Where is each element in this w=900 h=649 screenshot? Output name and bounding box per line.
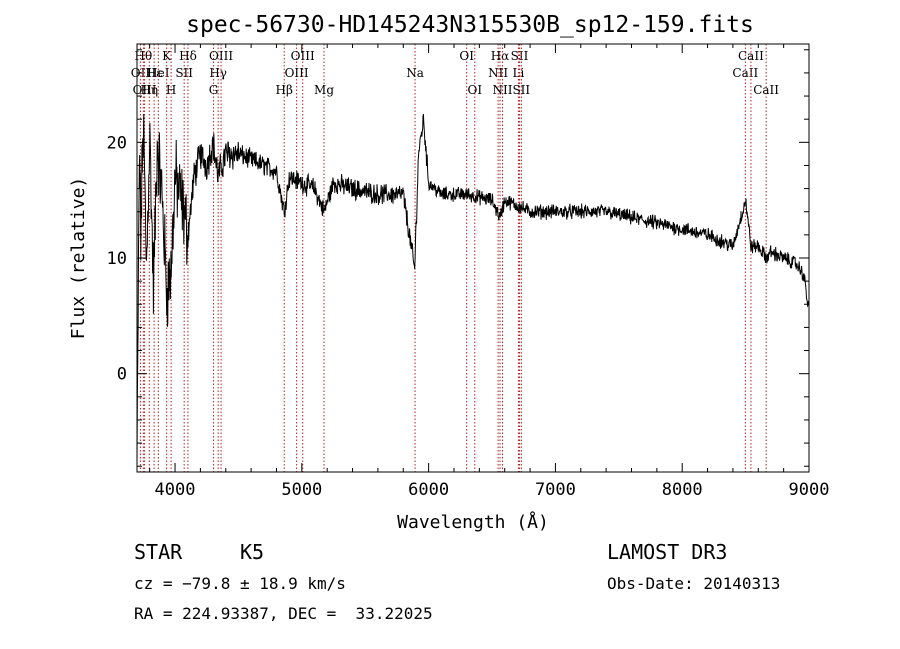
y-axis-label: Flux (relative): [68, 177, 89, 340]
velocity-readout: cz = −79.8 ± 18.9 km/s: [134, 574, 346, 593]
line-label-15: OIII: [291, 49, 315, 63]
line-label-7: H: [166, 83, 176, 97]
x-tick-label: 7000: [535, 480, 576, 500]
x-tick-label: 8000: [662, 480, 703, 500]
line-label-20: NII: [488, 66, 508, 80]
line-label-24: SII: [511, 49, 529, 63]
line-label-5: HeI: [147, 66, 170, 80]
line-label-19: OI: [467, 83, 482, 97]
line-label-23: Li: [512, 66, 524, 80]
line-label-11: Hγ: [209, 66, 227, 80]
chart-title: spec-56730-HD145243N315530B_sp12-159.fit…: [186, 12, 754, 38]
line-label-14: OIII: [285, 66, 309, 80]
line-label-16: Mg: [314, 83, 334, 97]
line-label-9: Hδ: [179, 49, 197, 63]
line-label-10: G: [209, 83, 219, 97]
line-label-21: Hα: [491, 49, 510, 63]
line-label-3: Hη: [140, 83, 158, 97]
line-label-27: CaII: [738, 49, 764, 63]
line-label-17: Na: [406, 66, 424, 80]
plot-frame: [136, 43, 810, 473]
line-label-25: SII: [512, 83, 530, 97]
line-label-13: Hβ: [276, 83, 293, 97]
object-class: STAR: [134, 540, 183, 564]
line-label-26: CaII: [732, 66, 758, 80]
line-label-12: OIII: [209, 49, 233, 63]
axis-ticks: 4000 5000 6000 7000 8000 9000 0 10 20: [107, 44, 830, 500]
x-tick-label: 9000: [789, 480, 830, 500]
line-label-22: NII: [493, 83, 513, 97]
survey-name: LAMOST DR3: [607, 540, 728, 564]
x-tick-label: 4000: [155, 480, 196, 500]
coordinates: RA = 224.93387, DEC = 33.22025: [134, 604, 433, 623]
line-label-6: K: [162, 49, 172, 63]
line-label-28: CaII: [753, 83, 779, 97]
spectrum-series: [136, 113, 809, 463]
obs-date: Obs-Date: 20140313: [607, 574, 781, 593]
line-label-2: OIII: [133, 83, 157, 97]
spectral-line-markers: OIIHθOIIIHηHεHeIKHSIIHδGHγOIIIHβOIIIOIII…: [131, 44, 779, 472]
line-label-18: OI: [459, 49, 474, 63]
spectrum-line: [136, 113, 809, 463]
object-subclass: K5: [240, 540, 265, 564]
y-tick-label: 20: [107, 133, 127, 153]
line-label-8: SII: [175, 66, 193, 80]
y-tick-label: 10: [107, 249, 127, 269]
y-tick-label: 0: [117, 365, 127, 385]
line-label-1: Hθ: [134, 49, 152, 63]
x-tick-label: 5000: [281, 480, 322, 500]
x-tick-label: 6000: [408, 480, 449, 500]
x-axis-label: Wavelength (Å): [397, 511, 549, 533]
